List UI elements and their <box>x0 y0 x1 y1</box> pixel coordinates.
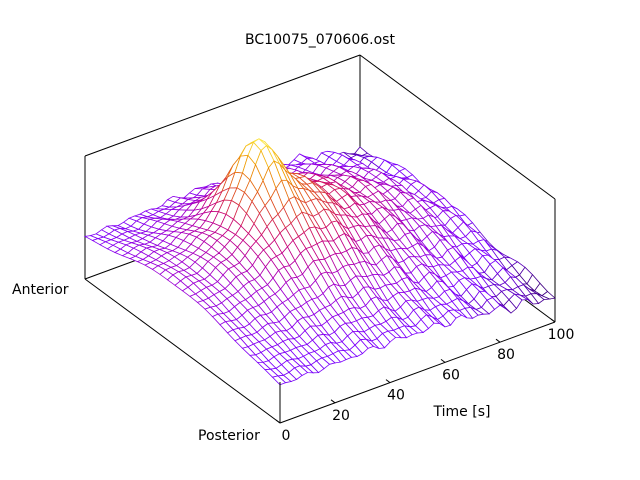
x-axis-label: Time [s] <box>433 404 491 420</box>
x-tick-mark <box>495 338 501 343</box>
y-axis-line <box>84 278 281 424</box>
x-tick-mark <box>440 358 446 363</box>
x-tick-mark <box>275 419 281 424</box>
x-tick-label: 40 <box>387 388 405 404</box>
box-edge-top-right <box>359 54 556 200</box>
x-tick-label: 20 <box>332 408 350 424</box>
chart-title: BC10075_070606.ost <box>245 32 395 48</box>
x-tick-label: 100 <box>548 327 575 343</box>
x-tick-label: 80 <box>497 347 515 363</box>
box-edge-top-left <box>84 54 361 157</box>
axis-box-front <box>84 278 556 424</box>
surface-cell <box>271 375 287 386</box>
x-axis-line <box>279 321 556 424</box>
x-tick-label: 60 <box>442 367 460 383</box>
y-axis-label-posterior: Posterior <box>198 428 260 444</box>
x-tick-label: 0 <box>282 428 291 444</box>
x-tick-mark <box>385 379 391 384</box>
x-axis-ticks: 0 20 40 60 80 100 <box>275 318 575 444</box>
surface-mesh <box>83 138 556 386</box>
y-axis-label-anterior: Anterior <box>12 282 69 298</box>
x-tick-mark <box>550 318 556 323</box>
x-tick-mark <box>330 399 336 404</box>
